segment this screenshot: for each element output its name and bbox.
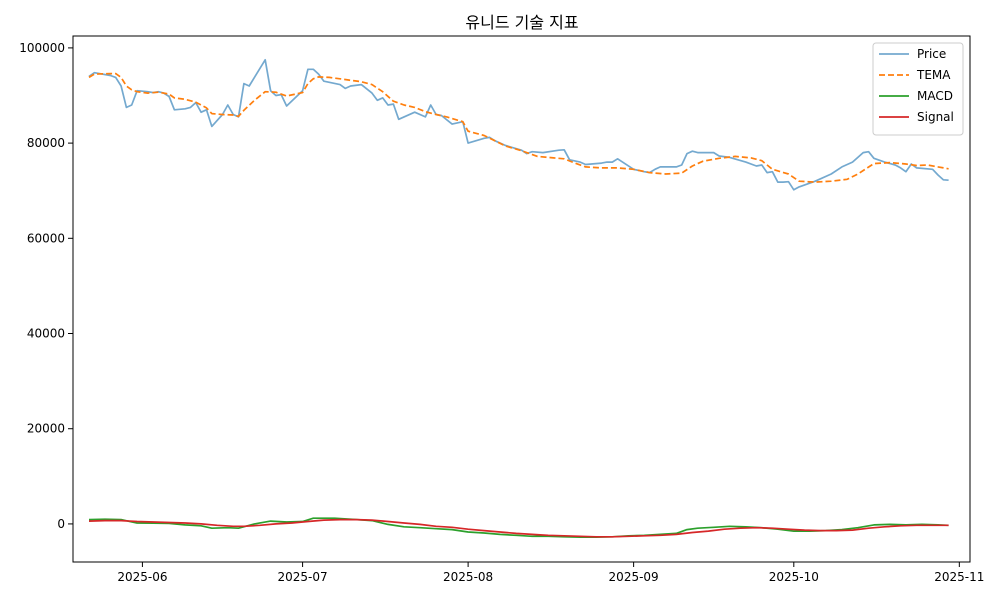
- chart-title: 유니드 기술 지표: [465, 13, 578, 32]
- x-tick-label: 2025-08: [443, 570, 493, 584]
- y-tick-label: 20000: [27, 422, 65, 436]
- y-tick-label: 0: [57, 517, 65, 531]
- series-line-tema: [88, 72, 949, 183]
- y-tick-label: 80000: [27, 136, 65, 150]
- y-tick-label: 100000: [19, 41, 65, 55]
- legend-label-macd: MACD: [917, 89, 953, 103]
- x-tick-label: 2025-06: [117, 570, 167, 584]
- series-line-price: [88, 58, 949, 191]
- x-axis: 2025-06 2025-07 2025-08 2025-09 2025-10 2025-…: [117, 562, 984, 584]
- legend-label-signal: Signal: [917, 110, 954, 124]
- series-layer: [88, 58, 949, 539]
- series-line-signal: [88, 518, 949, 538]
- legend: Price TEMA MACD Signal: [872, 42, 964, 136]
- x-tick-label: 2025-09: [609, 570, 659, 584]
- x-tick-label: 2025-10: [769, 570, 819, 584]
- series-line-macd: [88, 517, 949, 539]
- legend-label-tema: TEMA: [916, 68, 951, 82]
- legend-box: [872, 42, 964, 136]
- y-tick-label: 60000: [27, 231, 65, 245]
- x-tick-label: 2025-11: [934, 570, 984, 584]
- y-tick-label: 40000: [27, 327, 65, 341]
- y-axis: 0 20000 40000 60000 80000 100000: [19, 41, 73, 531]
- x-tick-label: 2025-07: [278, 570, 328, 584]
- plot-area: [72, 35, 971, 563]
- legend-label-price: Price: [917, 47, 946, 61]
